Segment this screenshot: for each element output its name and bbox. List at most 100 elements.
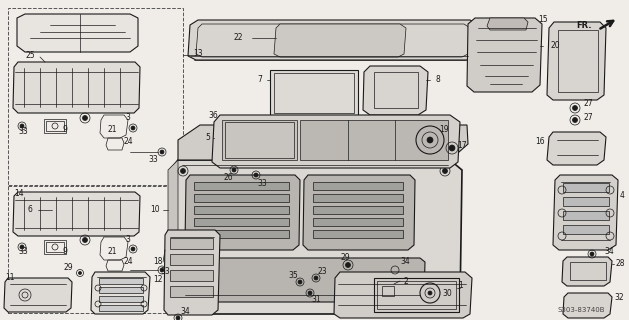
Circle shape [254,173,258,177]
Text: 8: 8 [436,76,440,84]
Bar [8,185,183,313]
Text: 35: 35 [288,271,298,281]
Text: 5: 5 [206,133,211,142]
Text: 12: 12 [153,276,163,284]
Text: 29: 29 [340,253,350,262]
Bar [374,72,418,108]
Text: 14: 14 [14,189,24,198]
Circle shape [176,316,180,320]
Bar [99,278,143,284]
Circle shape [590,252,594,256]
Bar [170,286,213,297]
Circle shape [314,276,318,280]
Circle shape [79,271,82,275]
Text: 33: 33 [148,155,158,164]
Polygon shape [547,22,606,100]
Text: 25: 25 [25,51,35,60]
Bar [194,182,289,190]
Polygon shape [467,18,542,92]
Bar [563,225,609,234]
Text: 15: 15 [538,15,548,25]
Text: 3: 3 [126,236,130,244]
Bar [313,230,403,238]
Polygon shape [13,192,140,236]
Circle shape [181,305,186,309]
Bar [44,240,66,254]
Text: 34: 34 [400,258,410,267]
Bar [99,305,143,311]
Text: 33: 33 [18,247,28,257]
Text: 1: 1 [459,281,464,290]
Polygon shape [188,20,478,60]
Text: S303-83740B: S303-83740B [558,307,606,313]
Bar [558,30,598,92]
Circle shape [298,280,302,284]
Circle shape [232,168,236,172]
Bar [55,198,104,232]
Text: 6: 6 [28,205,33,214]
Text: 34: 34 [604,247,614,257]
Text: 24: 24 [123,138,133,147]
Text: 34: 34 [180,308,190,316]
Circle shape [160,268,164,272]
Text: 9: 9 [62,247,67,257]
Polygon shape [185,175,300,250]
Text: 13: 13 [193,50,203,59]
Bar [563,183,609,192]
Bar [563,211,609,220]
Bar [374,278,459,312]
Circle shape [131,247,135,251]
Circle shape [131,126,135,130]
Text: 33: 33 [18,127,28,137]
Text: 2: 2 [404,276,408,285]
Polygon shape [303,175,415,250]
Text: 30: 30 [442,289,452,298]
Text: 11: 11 [5,274,14,283]
Text: 26: 26 [223,172,233,181]
Bar [52,195,107,235]
Circle shape [181,169,186,173]
Bar [194,206,289,214]
Bar [313,182,403,190]
Circle shape [572,106,577,110]
Text: 24: 24 [123,258,133,267]
Text: 22: 22 [233,34,243,43]
Circle shape [160,150,164,154]
Bar [194,230,289,238]
Text: 21: 21 [108,125,117,134]
Text: 21: 21 [108,247,117,257]
Bar [46,121,64,131]
Text: 36: 36 [208,110,218,119]
Bar [300,120,448,160]
Circle shape [427,137,433,143]
Text: FR.: FR. [577,20,592,29]
Text: 4: 4 [620,191,625,201]
Polygon shape [563,293,612,318]
Bar [99,296,143,302]
Bar [313,218,403,226]
Bar [46,242,64,252]
Polygon shape [180,258,425,302]
Bar [225,122,294,158]
Text: 16: 16 [535,138,545,147]
Circle shape [345,262,350,268]
Text: 10: 10 [150,205,160,214]
Text: 27: 27 [583,100,593,108]
Bar [382,286,394,296]
Polygon shape [168,160,462,314]
Polygon shape [363,66,428,115]
Bar [170,238,213,249]
Circle shape [428,291,432,295]
Polygon shape [17,14,138,52]
Circle shape [449,145,455,151]
Text: 17: 17 [457,140,467,149]
Text: 31: 31 [311,295,321,305]
Polygon shape [91,272,150,314]
Polygon shape [487,18,528,30]
Polygon shape [212,115,460,168]
Bar [313,206,403,214]
Polygon shape [178,125,468,160]
Text: 28: 28 [615,260,625,268]
Text: 20: 20 [550,42,560,51]
Polygon shape [168,160,178,314]
